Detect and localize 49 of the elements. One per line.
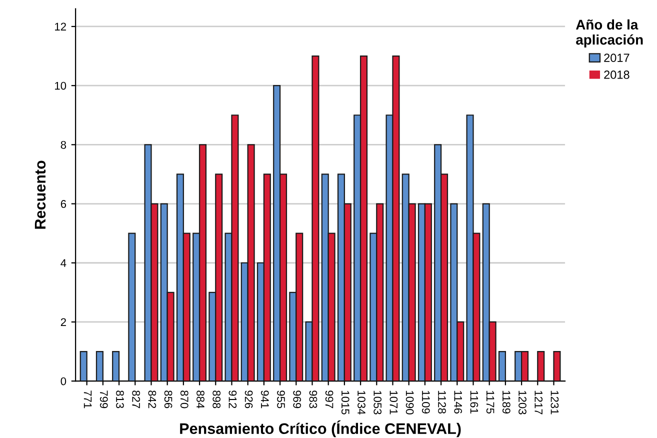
x-tick-label: 1015 bbox=[341, 390, 350, 414]
x-tick-label: 842 bbox=[148, 390, 156, 408]
x-tick-label: 1071 bbox=[390, 390, 398, 414]
x-tick-label: 1146 bbox=[454, 390, 462, 414]
x-tick-label: 983 bbox=[309, 390, 318, 408]
x-tick-label: 1231 bbox=[550, 390, 559, 414]
x-tick-label: 941 bbox=[260, 390, 269, 408]
y-axis-title: Recuento bbox=[34, 160, 46, 229]
x-tick-label: 1034 bbox=[358, 390, 366, 414]
x-tick-label: 955 bbox=[277, 390, 285, 408]
x-tick-label: 813 bbox=[116, 390, 124, 408]
y-tick-label: 12 bbox=[55, 22, 66, 31]
bar bbox=[96, 350, 104, 382]
x-tick-label: 926 bbox=[244, 390, 253, 408]
y-tick-label: 10 bbox=[55, 82, 66, 90]
bar bbox=[112, 350, 120, 382]
x-tick-label: 1161 bbox=[470, 390, 478, 414]
x-tick-label: 856 bbox=[164, 390, 172, 408]
y-tick-label: 6 bbox=[60, 200, 66, 208]
x-tick-label: 1189 bbox=[502, 390, 510, 414]
x-tick-label: 969 bbox=[293, 390, 302, 408]
x-tick-label: 997 bbox=[325, 390, 334, 408]
y-tick-label: 0 bbox=[60, 377, 66, 386]
y-tick-label: 4 bbox=[60, 259, 66, 267]
bar bbox=[498, 350, 506, 382]
bar bbox=[128, 232, 136, 382]
y-tick-label: 2 bbox=[60, 318, 66, 326]
x-tick-label: 1090 bbox=[406, 390, 414, 414]
x-tick-label: 799 bbox=[100, 390, 108, 408]
bar bbox=[537, 350, 545, 382]
x-tick-label: 1053 bbox=[374, 390, 382, 414]
x-tick-label: 884 bbox=[196, 390, 204, 408]
x-tick-label: 827 bbox=[132, 390, 140, 408]
x-tick-label: 870 bbox=[180, 390, 188, 408]
x-axis-title: Pensamiento Crítico (Índice CENEVAL) bbox=[180, 420, 461, 438]
x-tick-label: 898 bbox=[212, 390, 221, 408]
y-tick-label: 8 bbox=[60, 140, 66, 149]
legend-title: Año de la aplicación bbox=[576, 19, 643, 48]
x-tick-label: 912 bbox=[228, 390, 237, 408]
legend-label: 2017 bbox=[604, 54, 630, 62]
x-tick-label: 1217 bbox=[534, 390, 543, 414]
legend-label: 2018 bbox=[604, 70, 630, 79]
x-tick-label: 1175 bbox=[486, 390, 494, 414]
bar bbox=[80, 350, 88, 382]
x-tick-label: 771 bbox=[84, 390, 92, 408]
x-tick-label: 1203 bbox=[518, 390, 526, 414]
x-tick-label: 1128 bbox=[438, 390, 446, 414]
x-tick-label: 1109 bbox=[422, 390, 430, 414]
bar bbox=[553, 350, 561, 382]
